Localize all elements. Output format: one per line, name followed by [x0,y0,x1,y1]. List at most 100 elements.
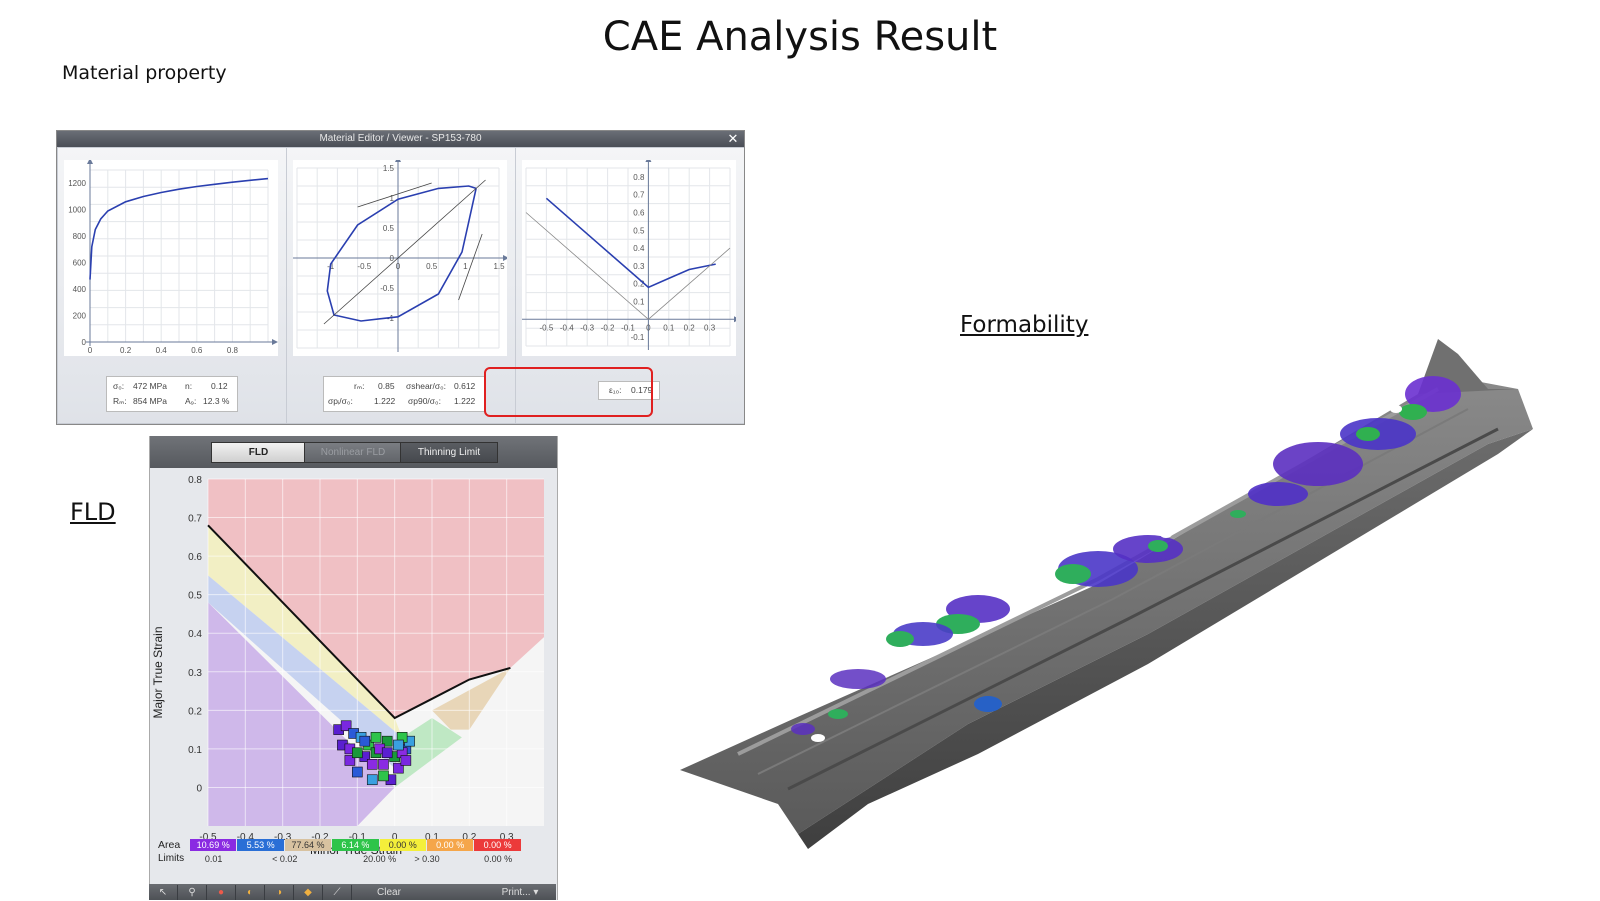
highlight-annotation [484,367,653,417]
x-tick-label: 1.5 [493,262,505,271]
print-button[interactable]: Print... ▾ [501,887,539,898]
y-tick-label: 1.5 [383,164,395,173]
rail-ridge [787,427,1499,791]
hole [1390,405,1402,413]
y-tick-label: 0.5 [188,591,202,602]
limits-row-label: Limits [158,853,185,864]
x-tick-label: 0 [646,323,651,332]
value-label: rₘ: [354,381,365,391]
marginal-region [432,667,511,730]
value-text: 0.85 [378,381,395,391]
value-text: 0.179 [631,385,653,395]
strain-point [366,774,378,786]
y-tick-label: 0.1 [188,745,202,756]
tab-thinning-limit[interactable]: Thinning Limit [400,442,498,463]
x-tick-label: -0.1 [349,832,367,843]
material-panel-flc: -0.5 -0.4 -0.3 -0.2 -0.1 0 0.1 0.2 0.3 -0.1 0.1 0.2… [516,148,744,423]
rail-side-face [778,429,1533,849]
value-label: ε₁₀: [609,385,622,395]
strain-point [366,759,378,770]
flc-chart: -0.5 -0.4 -0.3 -0.2 -0.1 0 0.1 0.2 0.3-0.10.10.2… [522,160,736,356]
y-tick-label: 0.8 [188,475,202,486]
y-tick-label: 0.3 [188,668,202,679]
value-text: 854 MPa [133,396,168,406]
strain-point [393,762,404,774]
safe-region [394,718,462,788]
value-label: σ₀: [113,381,125,391]
y-tick-label: 0.8 [633,173,645,182]
y-tick-label: 0.2 [188,706,202,717]
material-editor-title: Material Editor / Viewer - SP153-780 [319,133,482,144]
value-label: σpᵢ/σ₀: [328,396,353,406]
y-tick-label: 0.1 [633,298,645,307]
series-line [545,197,716,289]
tab-nonlinear-fld[interactable]: Nonlinear FLD [304,442,402,463]
formability-3d-model [680,339,1533,849]
x-tick-label: 0.6 [191,346,203,355]
probe-tool-icon[interactable]: ⚲ [178,885,207,900]
yield-locus-values: rₘ: 0.85 σshear/σ₀: 0.612 σpᵢ/σ₀: 1.222 … [323,376,485,412]
y-tick-label: -0.1 [631,333,645,342]
line-tool-icon[interactable]: ⟋ [323,885,352,900]
y-tick-label: 0.4 [188,629,202,640]
value-text: 1.222 [454,396,476,406]
x-tick-label: 0.3 [500,832,514,843]
x-axis-arrow [503,255,507,261]
x-tick-label: -0.1 [621,323,635,332]
y-tick-label: 1200 [68,179,86,188]
fld-chart: -0.5 -0.4 -0.3 -0.2 -0.1 0 0.1 0.2 0.3 0 0.1 0.2 0.3… [151,475,544,857]
strain-point [381,747,393,759]
section-label-fld: FLD [70,498,116,526]
clear-button[interactable]: Clear [377,887,401,898]
x-tick-label: -0.5 [199,832,217,843]
y-tick-label: 0.7 [188,514,202,525]
strain-point [378,759,389,770]
material-editor-window: Material Editor / Viewer - SP153-780 ✕ 0… [56,130,745,425]
y-tick-label: 1 [390,194,395,203]
y-tick-label: 0.6 [188,552,202,563]
close-icon[interactable]: ✕ [727,131,739,146]
tab-fld[interactable]: FLD [211,442,306,463]
x-tick-label: 0 [88,346,93,355]
y-axis-arrow [395,160,401,162]
x-tick-label: 0.2 [120,346,132,355]
y-tick-label: 0.3 [633,262,645,271]
material-panel-flow-curve: 0 0.2 0.4 0.6 0.8 0 200 400 600 800 1000 1200 σ₀: 4… [58,148,286,423]
series-line [89,177,269,280]
area-cell: 0.00 % [427,839,474,851]
y-tick-label: 0 [196,783,202,794]
value-label: σshear/σ₀: [406,381,447,391]
area-row-label: Area [158,839,181,851]
select-tool-icon[interactable]: ◐ [236,885,265,900]
limit-cell: < 0.02 [272,854,298,864]
y-tick-label: 0.5 [383,224,395,233]
section-label-formability: Formability [960,312,1089,338]
x-axis-arrow [734,316,736,323]
x-tick-label: 0.1 [663,323,675,332]
x-tick-label: 0.8 [227,346,239,355]
x-tick-label: -0.2 [601,323,615,332]
value-text: 0.612 [454,381,476,391]
strain-point [340,720,352,732]
flow-curve-chart: 0 0.2 0.4 0.6 0.8 0 200 400 600 800 1000 1200 [64,160,278,356]
reference-line [648,247,731,320]
x-tick-label: 0.5 [426,262,438,271]
tangent-line [357,182,432,208]
area-cell: 10.69 % [190,839,237,851]
x-tick-label: 0.2 [684,323,696,332]
strain-point [381,735,393,747]
strain-point [400,755,412,766]
x-tick-label: -0.4 [237,832,255,843]
material-editor-titlebar[interactable]: Material Editor / Viewer - SP153-780 [57,131,744,147]
value-text: 12.3 % [203,396,230,406]
section-label-material-property: Material property [62,62,227,84]
y-axis-arrow [645,160,652,162]
fill-tool-icon[interactable]: ◑ [265,885,294,900]
pointer-tool-icon[interactable]: ↖ [149,885,178,900]
value-text: 472 MPa [133,381,168,391]
paint-tool-icon[interactable]: ● [207,885,236,900]
erase-tool-icon[interactable]: ◆ [294,885,323,900]
value-label: A₉: [185,396,197,406]
x-tick-label: 0.1 [425,832,439,843]
value-label: n: [185,381,193,391]
